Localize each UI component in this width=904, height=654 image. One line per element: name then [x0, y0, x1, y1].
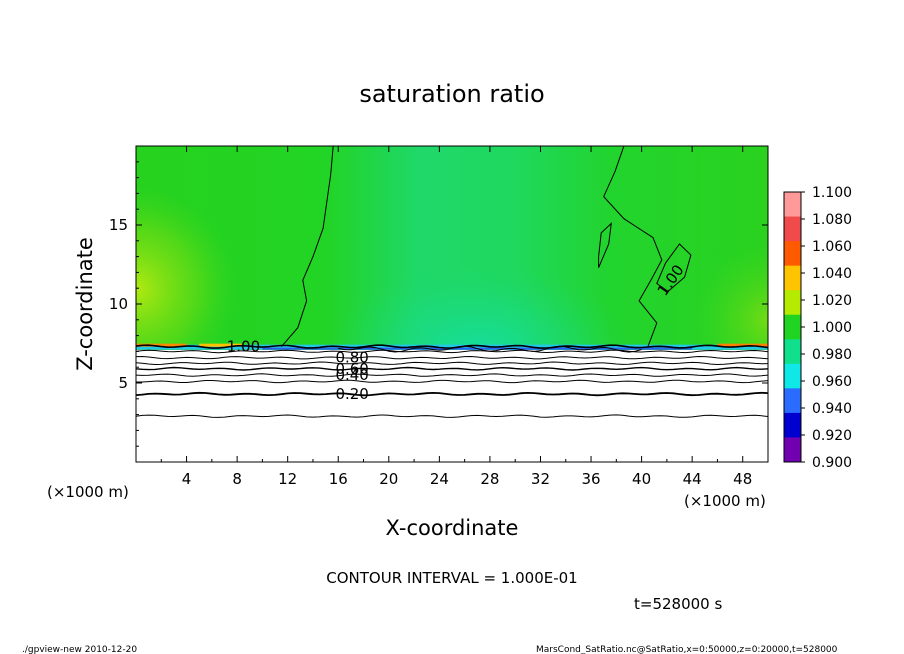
x-tick-label: 4: [182, 470, 192, 488]
contour-line-0.70: [136, 361, 768, 366]
contour-label: 0.40: [335, 366, 368, 384]
contour-label: 0.80: [335, 349, 368, 367]
y-tick-label: 15: [109, 216, 128, 234]
colorbar-label: 0.920: [812, 428, 852, 444]
y-tick-label: 5: [118, 374, 128, 392]
x-tick-label: 40: [632, 470, 651, 488]
colorbar-swatch: [784, 339, 801, 365]
colorbar-swatch: [784, 363, 801, 389]
chart-title: saturation ratio: [359, 80, 544, 108]
colorbar-label: 1.020: [812, 293, 852, 309]
x-axis: 4 8 12 16 20 24 28 32 36 40 44 48: [160, 146, 752, 488]
cloud-base-yellow-left: [199, 343, 244, 347]
footer-right: MarsCond_SatRatio.nc@SatRatio,x=0:50000,…: [536, 645, 838, 654]
colorbar-swatch: [784, 265, 801, 291]
cloud-base-orange-right: [717, 343, 768, 347]
colorbar-label: 1.040: [812, 266, 852, 282]
cloud-base-orange-left: [136, 343, 187, 347]
x-tick-label: 28: [480, 470, 499, 488]
footer-left: ./gpview-new 2010-12-20: [22, 645, 137, 654]
x-tick-label: 32: [531, 470, 550, 488]
time-text: t=528000 s: [634, 595, 722, 613]
contour-line-1.00-left: [281, 146, 334, 348]
contour-label: 0.60: [335, 360, 368, 378]
contour-line-0.20: [136, 391, 768, 397]
x-tick-label: 36: [581, 470, 600, 488]
colorbar-label: 1.100: [812, 185, 852, 201]
colorbar: 1.100 1.080 1.060 1.040 1.020 1.000 0.980 0.960…: [783, 185, 852, 471]
colorbar-swatch: [784, 314, 801, 340]
x-tick-label: 24: [430, 470, 449, 488]
colorbar-swatch: [784, 290, 801, 316]
colorbar-swatch: [784, 241, 801, 267]
contour-line-0.60: [136, 366, 768, 371]
colorbar-swatch: [784, 192, 801, 218]
x-units-left: (×1000 m): [47, 483, 129, 501]
plot-area: 1.000.800.600.400.201.00: [136, 146, 768, 418]
colorbar-label: 0.980: [812, 347, 852, 363]
y-axis: 5 10 15: [109, 161, 768, 447]
contour-line-0.30: [136, 379, 768, 384]
contour-label: 1.00: [227, 338, 260, 356]
subsaturation-center: [330, 180, 630, 350]
contour-lines: [136, 146, 768, 418]
contour-line-0.90: [136, 349, 768, 354]
supersaturation-left: [136, 146, 336, 350]
colorbar-swatch: [784, 216, 801, 242]
contour-interval-text: CONTOUR INTERVAL = 1.000E-01: [326, 569, 577, 587]
colorbar-label: 1.000: [812, 320, 852, 336]
colorbar-label: 0.900: [812, 455, 852, 471]
y-axis-title: Z-coordinate: [73, 237, 97, 371]
contour-line-0.40: [136, 373, 768, 377]
colorbar-swatch: [784, 412, 801, 438]
contour-line-1.00-right: [603, 146, 663, 347]
x-tick-label: 20: [379, 470, 398, 488]
supersaturation-right: [620, 200, 768, 350]
contour-line-0.80: [136, 355, 768, 360]
x-tick-label: 12: [278, 470, 297, 488]
x-tick-label: 44: [683, 470, 702, 488]
x-units-right: (×1000 m): [684, 492, 766, 510]
contour-line-1.00-island: [598, 222, 612, 268]
contour-line-1.00-loop: [656, 243, 692, 292]
colorbar-label: 1.060: [812, 239, 852, 255]
colorbar-label: 1.080: [812, 212, 852, 228]
colorbar-swatch: [784, 437, 801, 463]
colorbar-label: 0.940: [812, 401, 852, 417]
x-tick-label: 8: [232, 470, 242, 488]
x-axis-title: X-coordinate: [386, 516, 519, 540]
colorbar-label: 0.960: [812, 374, 852, 390]
y-tick-label: 10: [109, 295, 128, 313]
x-tick-label: 48: [733, 470, 752, 488]
contour-label: 0.20: [335, 385, 368, 403]
contour-line-0.10: [136, 414, 768, 418]
x-tick-label: 16: [329, 470, 348, 488]
colorbar-swatch: [784, 388, 801, 414]
